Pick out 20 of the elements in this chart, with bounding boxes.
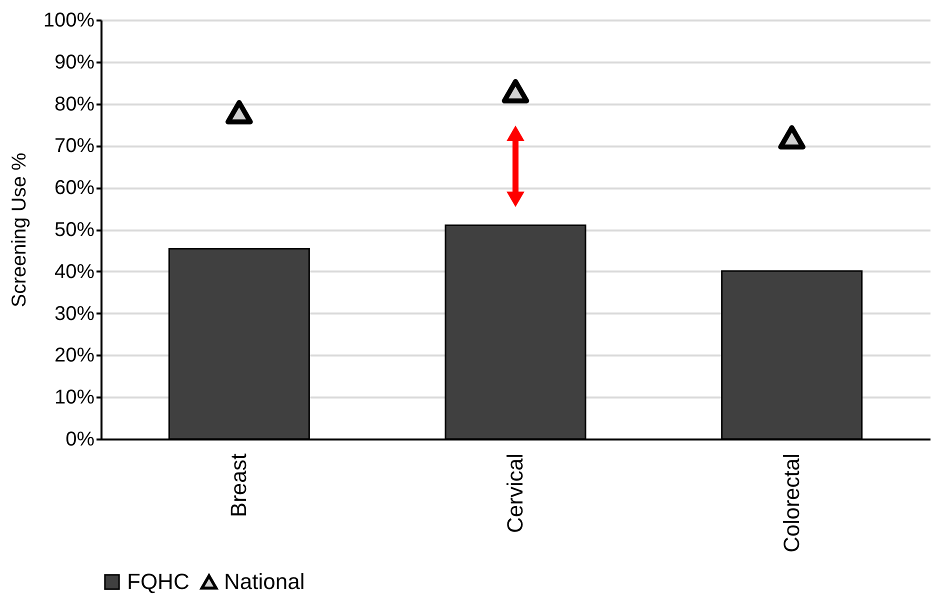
y-tick-label: 0% — [66, 428, 95, 450]
point — [778, 125, 806, 150]
y-tick-label: 70% — [54, 135, 95, 158]
y-tick-label: 50% — [54, 219, 95, 241]
legend-label: FQHC — [127, 569, 190, 594]
x-tick-label: Colorectal — [778, 454, 804, 553]
point — [502, 79, 530, 104]
y-tick-label: 30% — [54, 302, 95, 325]
x-tick-label: Breast — [226, 454, 252, 518]
y-tick-label: 60% — [54, 177, 95, 200]
y-tick-label: 90% — [54, 51, 95, 74]
y-tick-label: 80% — [54, 93, 95, 116]
legend-label: National — [224, 569, 305, 594]
y-tick-label: 40% — [54, 260, 95, 283]
y-tick-label: 100% — [43, 10, 95, 32]
y-axis-title: Screening Use % — [8, 152, 30, 308]
x-tick-label: Cervical — [502, 454, 528, 533]
y-tick-label: 10% — [54, 386, 95, 409]
point — [225, 100, 253, 124]
y-tick-label: 20% — [54, 344, 95, 367]
